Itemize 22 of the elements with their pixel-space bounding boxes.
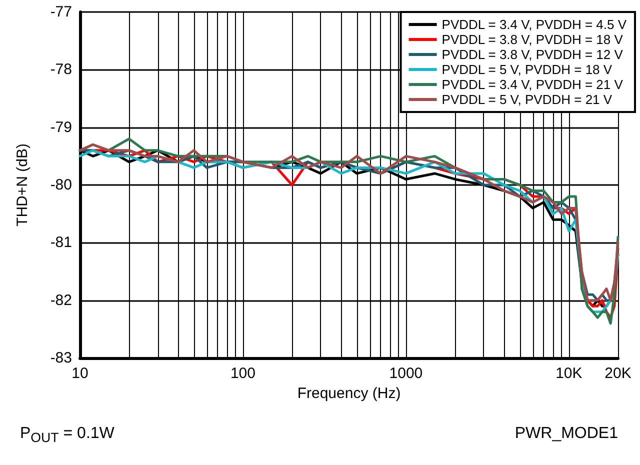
y-tick-label: -83 <box>50 350 72 366</box>
y-tick-label: -79 <box>50 118 72 136</box>
x-tick-label: 100 <box>230 365 256 382</box>
y-axis-title: THD+N (dB) <box>14 144 31 226</box>
legend-label: PVDDL = 5 V, PVDDH = 21 V <box>442 92 612 107</box>
y-tick-label: -80 <box>50 176 72 194</box>
legend-label: PVDDL = 3.8 V, PVDDH = 12 V <box>442 47 624 62</box>
x-axis-title: Frequency (Hz) <box>297 384 401 402</box>
legend-label: PVDDL = 3.4 V, PVDDH = 4.5 V <box>442 17 627 32</box>
x-tick-label: 10K <box>556 365 582 382</box>
legend-label: PVDDL = 3.8 V, PVDDH = 18 V <box>442 32 624 47</box>
x-tick-label: 10 <box>72 365 88 382</box>
legend-label: PVDDL = 5 V, PVDDH = 18 V <box>442 62 612 77</box>
legend-label: PVDDL = 3.4 V, PVDDH = 21 V <box>442 77 624 92</box>
x-tick-label: 20K <box>604 365 632 382</box>
y-tick-label: -82 <box>50 292 72 309</box>
text: P$_{OUT}$ = 0.1W <box>20 425 114 446</box>
text: PWR_MODE1 <box>514 425 618 443</box>
y-tick-label: -77 <box>50 4 72 20</box>
x-tick-label: 1000 <box>389 365 423 382</box>
y-tick-label: -78 <box>50 61 72 78</box>
y-tick-label: -81 <box>50 234 72 252</box>
